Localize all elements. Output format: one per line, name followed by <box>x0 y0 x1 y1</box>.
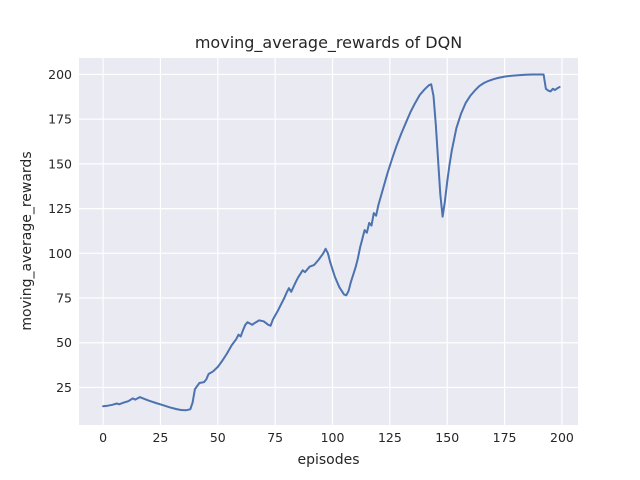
x-tick-label: 0 <box>99 430 107 445</box>
x-tick-label: 200 <box>550 430 574 445</box>
x-tick-label: 150 <box>435 430 459 445</box>
y-tick-label: 150 <box>48 156 72 171</box>
x-tick-label: 75 <box>267 430 283 445</box>
y-tick-label: 75 <box>56 291 72 306</box>
x-tick-label: 50 <box>210 430 226 445</box>
y-axis-label: moving_average_rewards <box>19 151 35 331</box>
y-tick-label: 100 <box>48 246 72 261</box>
axes-background <box>79 58 578 425</box>
y-tick-label: 50 <box>56 335 72 350</box>
y-tick-label: 125 <box>48 201 72 216</box>
y-tick-label: 200 <box>48 67 72 82</box>
data-line-moving_average_rewards <box>102 73 561 412</box>
chart-title: moving_average_rewards of DQN <box>194 33 463 52</box>
y-tick-label: 175 <box>48 112 72 127</box>
x-tick-label: 100 <box>321 430 345 445</box>
x-tick-label: 175 <box>493 430 517 445</box>
x-tick-label: 25 <box>152 430 168 445</box>
x-tick-label: 125 <box>378 430 402 445</box>
x-axis-label: episodes <box>297 452 360 468</box>
y-tick-label: 25 <box>56 380 72 395</box>
